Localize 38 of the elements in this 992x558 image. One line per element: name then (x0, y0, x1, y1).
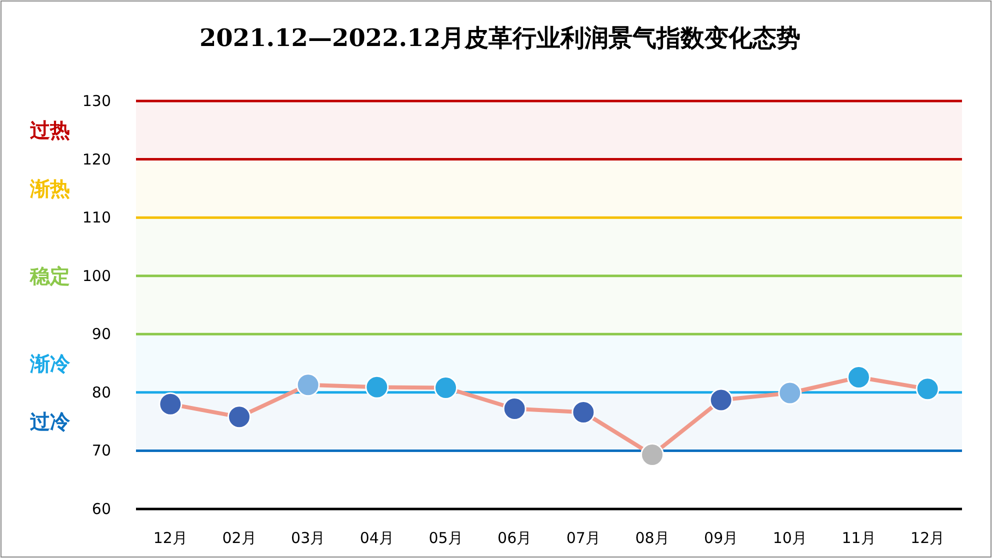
point (158, 392, 182, 416)
y-tick-label: 60 (92, 500, 111, 518)
x-tick-label: 09月 (704, 529, 738, 547)
point (296, 373, 320, 397)
point (365, 375, 389, 399)
x-tick-label: 12月 (153, 529, 188, 547)
point (572, 400, 596, 424)
x-tick-label: 02月 (222, 529, 256, 547)
band-label: 渐冷 (29, 351, 71, 376)
x-tick-label: 07月 (566, 529, 600, 547)
y-tick-label: 110 (82, 208, 111, 227)
point (228, 405, 251, 429)
band-label: 渐热 (29, 176, 70, 200)
y-tick-label: 80 (92, 383, 111, 402)
x-tick-label: 05月 (428, 529, 463, 547)
x-tick-label: 03月 (291, 529, 326, 547)
band-label: 稳定 (29, 264, 70, 288)
y-tick-label: 120 (82, 150, 111, 168)
y-tick-label: 70 (92, 442, 111, 460)
x-tick-label: 12月 (910, 529, 945, 547)
point (709, 388, 733, 412)
point (916, 377, 940, 401)
x-tick-label: 08月 (635, 529, 670, 547)
y-tick-label: 100 (82, 266, 111, 285)
point (847, 366, 870, 390)
x-tick-label: 11月 (842, 529, 876, 547)
band-label: 过冷 (29, 410, 71, 434)
y-tick-label: 90 (92, 325, 111, 344)
point (640, 443, 664, 467)
point (778, 381, 802, 405)
point (434, 376, 458, 400)
x-tick-label: 04月 (360, 529, 394, 547)
chart-title: 2021.12—2022.12月皮革行业利润景气指数变化态势 (199, 23, 801, 52)
x-tick-label: 10月 (772, 529, 807, 547)
y-tick-label: 130 (82, 92, 111, 110)
x-tick-label: 06月 (498, 529, 532, 547)
point (502, 397, 526, 420)
band-label: 过热 (29, 118, 70, 142)
